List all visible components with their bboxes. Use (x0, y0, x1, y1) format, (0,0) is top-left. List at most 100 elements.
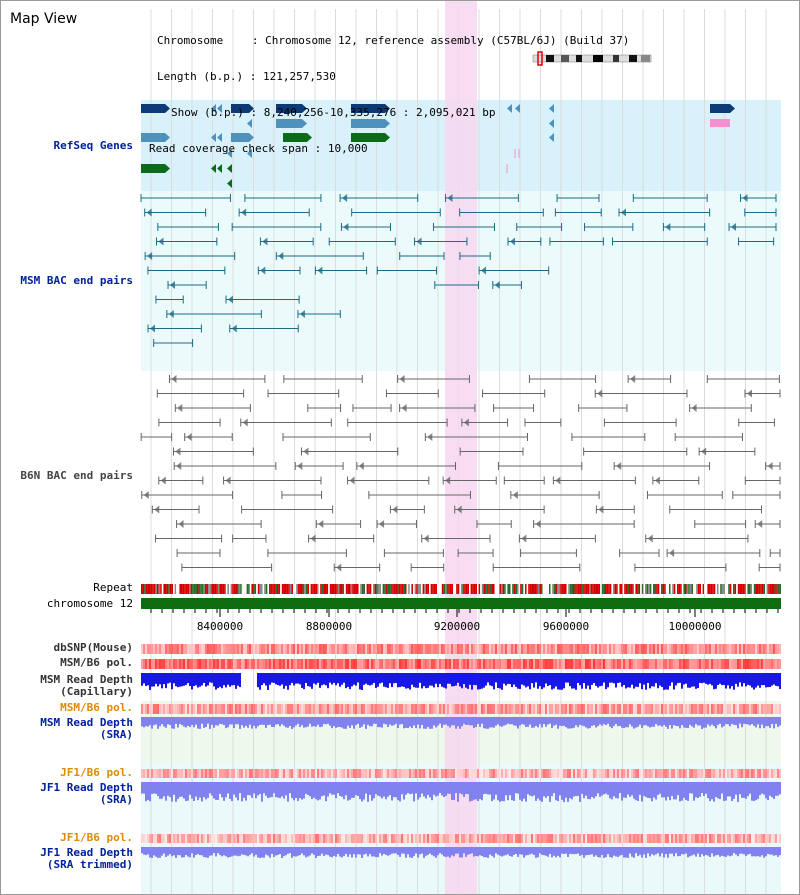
msm-pol-heat-cell (405, 659, 407, 669)
repeat-segment (465, 584, 468, 594)
repeat-segment (441, 584, 444, 594)
msm-depth-sra-bar (365, 717, 367, 729)
msm-depth-capillary-bar (605, 673, 607, 690)
msm-depth-capillary-bar (527, 673, 529, 687)
jf1-pol-trim-heat-cell (299, 834, 301, 843)
jf1-pol-trim-heat-cell (651, 834, 653, 843)
dbsnp-heat-cell (371, 644, 373, 654)
jf1-depth-trimmed-bar (615, 847, 617, 857)
jf1-pol-heat-cell (545, 769, 547, 778)
jf1-pol-trim-heat-cell (449, 834, 451, 843)
jf1-pol-heat-cell (339, 769, 341, 778)
jf1-depth-sra-bar (449, 782, 451, 794)
jf1-pol-trim-heat-cell (341, 834, 343, 843)
jf1-pol-heat-cell (365, 769, 367, 778)
jf1-depth-trimmed-bar (267, 847, 269, 856)
jf1-pol-heat-cell (569, 769, 571, 778)
msm-depth-capillary-bar (777, 673, 779, 687)
msm-depth-sra-bar (385, 717, 387, 725)
gene-tick (549, 133, 554, 142)
repeat-segment (269, 584, 271, 594)
jf1-pol-trim-heat-cell (315, 834, 317, 843)
msm-pol-heat-cell (525, 659, 527, 669)
jf1-depth-trimmed-bar (559, 847, 561, 858)
jf1-pol-heat-cell (415, 769, 417, 778)
jf1-depth-trimmed-bar (309, 847, 311, 856)
msm-depth-sra-bar (691, 717, 693, 727)
msm-pol-sra-heat-cell (419, 704, 421, 714)
msm-depth-sra-bar (367, 717, 369, 725)
msm-pol-heat-cell (551, 659, 553, 669)
msm-depth-capillary-bar (267, 673, 269, 690)
msm-depth-capillary-bar (585, 673, 587, 689)
msm-depth-capillary-bar (263, 673, 265, 684)
jf1-pol-trim-heat-cell (207, 834, 209, 843)
repeat-segment (302, 584, 305, 594)
msm-pol-heat-cell (433, 659, 435, 669)
msm-depth-capillary-bar (581, 673, 583, 689)
msm-pol-sra-heat-cell (367, 704, 369, 714)
jf1-pol-trim-heat-cell (655, 834, 657, 843)
msm-depth-sra-bar (489, 717, 491, 728)
msm-depth-sra-bar (391, 717, 393, 726)
gene-block (141, 164, 165, 173)
msm-pol-sra-heat-cell (735, 704, 737, 714)
repeat-segment (553, 584, 556, 594)
chromosome-value: Chromosome 12, reference assembly (C57BL… (265, 34, 630, 47)
msm-depth-capillary-bar (617, 673, 619, 683)
jf1-pol-trim-heat-cell (163, 834, 165, 843)
msm-depth-capillary-bar (149, 673, 151, 690)
msm-pol-sra-heat-cell (169, 704, 171, 714)
jf1-pol-trim-heat-cell (683, 834, 685, 843)
jf1-pol-trim-heat-cell (699, 834, 701, 843)
jf1-pol-trim-heat-cell (475, 834, 477, 843)
msm-pol-heat-cell (489, 659, 491, 669)
repeat-segment (768, 584, 770, 594)
msm-pol-heat-cell (717, 659, 719, 669)
jf1-pol-trim-heat-cell (283, 834, 285, 843)
bac-end-marker (555, 476, 561, 485)
msm-pol-sra-heat-cell (309, 704, 311, 714)
msm-depth-capillary-bar (433, 673, 435, 688)
gene-tick (211, 133, 216, 142)
msm-pol-sra-heat-cell (719, 704, 721, 714)
msm-pol-heat-cell (609, 659, 611, 669)
msm-pol-heat-cell (407, 659, 409, 669)
repeat-segment (261, 584, 263, 594)
repeat-segment (333, 584, 335, 594)
msm-depth-sra-bar (477, 717, 479, 724)
msm-depth-capillary-bar (417, 673, 419, 688)
dbsnp-heat-cell (533, 644, 535, 654)
dbsnp-heat-cell (585, 644, 587, 654)
jf1-depth-trimmed-bar (399, 847, 401, 857)
jf1-pol-trim-heat-cell (405, 834, 407, 843)
msm-pol-sra-heat-cell (497, 704, 499, 714)
repeat-segment (275, 584, 277, 594)
msm-depth-capillary-bar (735, 673, 737, 684)
msm-depth-capillary-bar (415, 673, 417, 688)
msm-depth-sra-bar (659, 717, 661, 726)
jf1-depth-trimmed-bar (353, 847, 355, 855)
msm-pol-sra-heat-cell (461, 704, 463, 714)
jf1-pol-heat-cell (631, 769, 633, 778)
repeat-segment (280, 584, 282, 594)
msm-depth-capillary-bar (645, 673, 647, 690)
jf1-pol-heat-cell (559, 769, 561, 778)
jf1-pol-trim-heat-cell (187, 834, 189, 843)
msm-pol-sra-heat-cell (679, 704, 681, 714)
msm-pol-sra-heat-cell (551, 704, 553, 714)
jf1-depth-trimmed-bar (337, 847, 339, 855)
dbsnp-heat-cell (367, 644, 369, 654)
repeat-segment (707, 584, 709, 594)
jf1-depth-sra-bar (405, 782, 407, 795)
msm-pol-heat-cell (329, 659, 331, 669)
jf1-depth-trimmed-bar (177, 847, 179, 856)
repeat-segment (496, 584, 498, 594)
repeat-segment (224, 584, 226, 594)
jf1-depth-trimmed-bar (687, 847, 689, 858)
jf1-depth-trimmed-bar (277, 847, 279, 855)
msm-depth-sra-bar (415, 717, 417, 729)
dbsnp-heat-cell (537, 644, 539, 654)
msm-pol-sra-heat-cell (205, 704, 207, 714)
